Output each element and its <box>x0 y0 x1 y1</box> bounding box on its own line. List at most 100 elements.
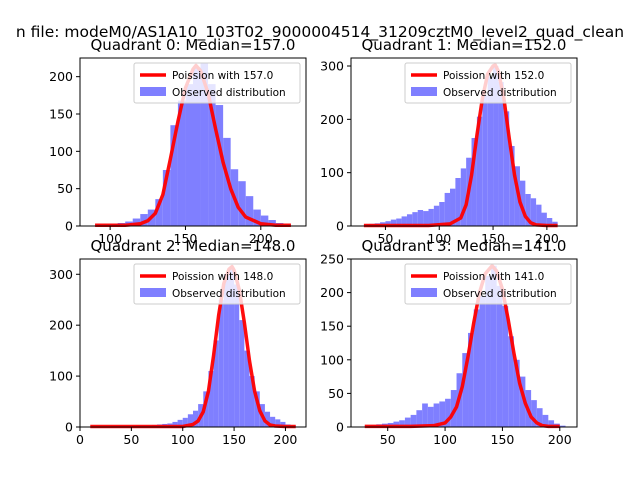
x-tick-label: 50 <box>380 432 396 447</box>
histogram-bar <box>399 420 405 427</box>
x-tick-label: 150 <box>491 432 515 447</box>
legend-label-poisson: Poission with 152.0 <box>443 70 544 82</box>
histogram-bar <box>208 371 214 427</box>
histogram-bar <box>530 198 537 226</box>
histogram-bar <box>412 212 418 226</box>
legend-label-poisson: Poission with 141.0 <box>443 271 544 283</box>
y-tick-label: 200 <box>49 318 73 333</box>
y-tick-label: 150 <box>49 107 73 122</box>
histogram-bar <box>445 398 451 427</box>
histogram-bar <box>496 285 503 427</box>
histogram-bar <box>536 204 542 226</box>
histogram-bar <box>185 84 193 226</box>
histogram-bar <box>542 414 549 427</box>
histogram-bar <box>493 66 499 226</box>
y-tick-label: 0 <box>65 219 73 234</box>
legend-box <box>133 263 301 305</box>
axes-frame <box>350 258 578 428</box>
y-tick-label: 300 <box>320 59 344 74</box>
histogram-bar <box>536 408 543 427</box>
histogram-bar <box>479 295 486 427</box>
legend-bar-swatch <box>411 288 437 297</box>
subplot-title: Quadrant 2: Median=148.0 <box>91 237 296 255</box>
histogram-bar <box>170 125 178 226</box>
histogram-bar <box>416 410 423 427</box>
histogram-bar <box>476 116 483 226</box>
histogram-bar <box>417 210 424 226</box>
histogram-bar <box>428 208 434 226</box>
histogram-bar <box>239 320 245 427</box>
subplot-quadrant-3: 50 100 150 200 0 50 100 150 200 250 Quadrant 3: M… <box>320 237 578 447</box>
histogram-bar <box>513 359 520 427</box>
histogram-bars <box>90 269 296 427</box>
histogram-bar <box>203 391 209 427</box>
x-tick-label: 150 <box>222 432 246 447</box>
histogram-bar <box>390 219 397 226</box>
x-tick-label: 100 <box>427 231 451 246</box>
histogram-bar <box>509 146 515 226</box>
y-tick-label: 0 <box>65 420 73 435</box>
histogram-bar <box>215 105 224 226</box>
histogram-bar <box>223 274 229 427</box>
histogram-bar <box>404 417 411 427</box>
histogram-bar <box>487 76 494 226</box>
histogram-bar <box>270 416 276 427</box>
legend-label-observed: Observed distribution <box>172 288 286 300</box>
histogram-bar <box>234 284 240 427</box>
y-tick-label: 0 <box>336 219 344 234</box>
subplot-quadrant-2: 0 50 100 150 200 0 100 200 300 Quadrant 2: Media… <box>49 237 307 447</box>
legend-label-poisson: Poission with 157.0 <box>172 70 273 82</box>
legend-box <box>404 62 572 104</box>
legend-label-observed: Observed distribution <box>172 87 286 99</box>
histogram-bar <box>393 421 400 427</box>
histogram-bar <box>439 202 445 226</box>
histogram-bar <box>177 419 183 427</box>
legend: Poission with 141.0 Observed distributio… <box>404 263 572 305</box>
axes: 100 150 200 0 50 100 150 200 <box>49 57 307 246</box>
x-tick-label: 100 <box>433 432 457 447</box>
subplot-title: Quadrant 0: Median=157.0 <box>91 36 296 54</box>
subplot-quadrant-0: 100 150 200 0 50 100 150 200 Quadrant 0: Median… <box>49 36 307 246</box>
histogram-bar <box>406 214 413 226</box>
legend: Poission with 152.0 Observed distributio… <box>404 62 572 104</box>
histogram-bar <box>498 82 504 226</box>
y-tick-label: 50 <box>328 386 344 401</box>
histogram-bar <box>546 218 553 226</box>
histogram-bar <box>427 406 434 427</box>
histogram-bar <box>245 196 254 226</box>
legend-label-poisson: Poission with 148.0 <box>172 271 273 283</box>
histogram-bar <box>132 218 141 226</box>
histogram-bar <box>385 221 391 226</box>
legend-label-observed: Observed distribution <box>443 87 557 99</box>
histogram-bar <box>254 391 260 427</box>
y-tick-label: 250 <box>320 252 344 267</box>
histogram-bar <box>531 400 537 427</box>
histogram-bar <box>213 340 219 427</box>
subplot-title: Quadrant 3: Median=141.0 <box>362 237 567 255</box>
histogram-bar <box>508 336 514 427</box>
axes: 0 50 100 150 200 0 100 200 300 <box>49 258 307 447</box>
axes-frame <box>79 57 307 227</box>
histogram-bar <box>223 137 231 226</box>
histogram-bar <box>162 170 171 226</box>
histogram-bar <box>208 84 216 226</box>
legend: Poission with 148.0 Observed distributio… <box>133 263 301 305</box>
y-tick-label: 100 <box>320 165 344 180</box>
x-tick-label: 100 <box>171 432 195 447</box>
histogram-bar <box>396 218 402 226</box>
histogram-bar <box>460 168 467 226</box>
histogram-bar <box>193 410 199 427</box>
histogram-bar <box>444 192 451 226</box>
histogram-bar <box>238 181 246 226</box>
histogram-bar <box>468 332 474 427</box>
figure-title: n file: modeM0/AS1A10_103T02_9000004514_… <box>16 23 624 42</box>
histogram-bar <box>519 180 526 226</box>
histogram-bar <box>155 199 163 226</box>
axes: 50 100 150 200 0 50 100 150 200 250 <box>320 252 578 447</box>
x-tick-label: 50 <box>377 231 393 246</box>
x-tick-label: 100 <box>98 231 122 246</box>
y-tick-label: 100 <box>49 369 73 384</box>
subplot-title: Quadrant 1: Median=152.0 <box>362 36 567 54</box>
y-tick-label: 200 <box>49 69 73 84</box>
